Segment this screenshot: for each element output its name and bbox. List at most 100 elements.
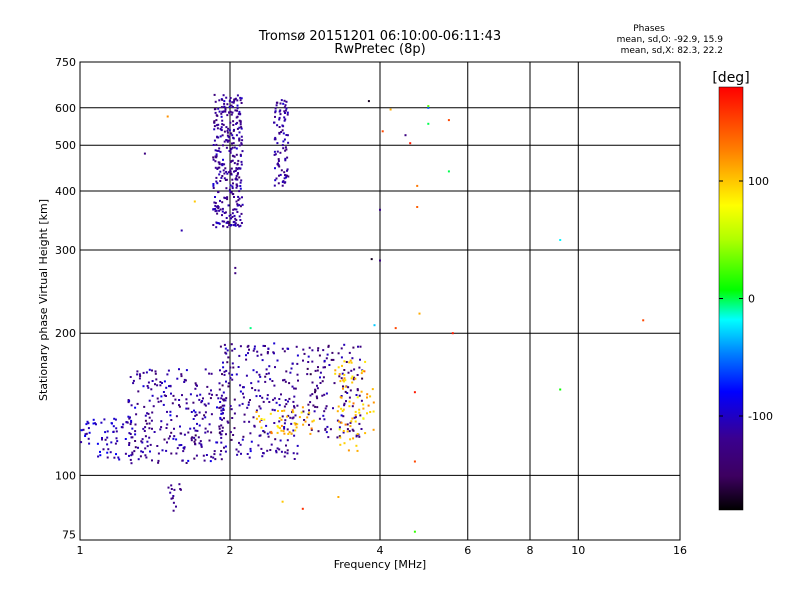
echo-point — [373, 324, 376, 327]
echo-point — [239, 153, 242, 156]
echo-point — [223, 417, 225, 420]
echo-point — [156, 384, 159, 387]
echo-point — [274, 110, 277, 113]
echo-point — [278, 116, 281, 119]
echo-point — [198, 442, 201, 445]
echo-point — [180, 375, 183, 378]
echo-point — [312, 419, 315, 422]
chart-title: Tromsø 20151201 06:10:00-06:11:43 — [258, 29, 501, 44]
echo-point — [260, 426, 263, 429]
echo-point — [178, 399, 181, 401]
echo-point — [154, 370, 157, 373]
echo-point — [258, 405, 261, 408]
echo-point — [146, 412, 149, 415]
echo-point — [270, 432, 273, 435]
echo-point — [217, 149, 220, 152]
echo-point — [342, 387, 344, 390]
echo-point — [221, 175, 224, 177]
echo-point — [235, 116, 238, 119]
echo-point — [223, 163, 226, 166]
echo-point — [316, 369, 319, 372]
echo-point — [308, 411, 311, 414]
echo-point — [283, 405, 286, 408]
echo-point — [238, 144, 241, 147]
echo-point — [127, 415, 130, 418]
echo-point — [243, 420, 246, 423]
echo-point — [256, 354, 259, 357]
echo-point — [293, 422, 296, 425]
echo-point — [270, 430, 273, 433]
echo-point — [134, 406, 137, 409]
echo-point — [150, 419, 153, 422]
echo-point — [351, 417, 354, 420]
echo-point — [355, 435, 358, 438]
echo-point — [196, 429, 199, 432]
echo-point — [249, 450, 252, 453]
echo-point — [282, 379, 284, 382]
echo-point — [170, 419, 173, 421]
echo-point — [222, 123, 225, 126]
echo-point — [339, 436, 342, 439]
echo-point — [215, 119, 218, 122]
echo-point — [215, 114, 218, 117]
echo-point — [99, 450, 101, 453]
echo-point — [278, 132, 281, 135]
echo-point — [218, 209, 221, 212]
echo-point — [231, 146, 234, 149]
echo-point — [192, 401, 195, 404]
echo-point — [238, 190, 241, 193]
echo-point — [220, 106, 223, 109]
echo-point — [159, 428, 162, 431]
echo-point — [192, 418, 195, 420]
echo-point — [311, 381, 314, 384]
echo-point — [279, 113, 282, 116]
echo-point — [338, 428, 341, 431]
echo-point — [281, 184, 284, 187]
x-tick-label: 1 — [77, 544, 84, 557]
echo-point — [261, 396, 264, 399]
echo-point — [250, 440, 253, 443]
echo-point — [234, 217, 237, 220]
echo-point — [104, 431, 107, 434]
echo-point — [416, 184, 419, 187]
echo-point — [232, 182, 234, 185]
echo-point — [265, 373, 268, 375]
echo-point — [102, 448, 105, 451]
echo-point — [236, 185, 239, 187]
echo-point — [194, 414, 197, 417]
echo-point — [218, 147, 221, 150]
echo-point — [348, 430, 351, 433]
echo-point — [231, 185, 234, 188]
echo-point — [233, 208, 236, 211]
echo-point — [304, 420, 307, 423]
echo-point — [149, 450, 151, 453]
echo-point — [175, 452, 178, 455]
echo-point — [95, 423, 97, 426]
echo-point — [193, 436, 196, 439]
echo-point — [326, 353, 329, 356]
echo-point — [87, 437, 90, 440]
echo-point — [101, 438, 103, 441]
echo-point — [285, 444, 287, 447]
echo-point — [316, 384, 318, 387]
echo-point — [84, 435, 87, 437]
echo-point — [223, 130, 226, 133]
x-tick-label: 8 — [527, 544, 534, 557]
echo-point — [175, 438, 178, 441]
echo-point — [235, 178, 238, 181]
echo-point — [223, 140, 226, 143]
echo-point — [341, 372, 344, 375]
echo-point — [134, 446, 137, 449]
echo-point — [216, 222, 219, 225]
echo-point — [342, 408, 345, 411]
echo-point — [193, 200, 196, 203]
echo-point — [281, 124, 284, 127]
echo-point — [172, 509, 175, 512]
echo-point — [231, 417, 234, 419]
echo-point — [273, 342, 276, 345]
echo-point — [139, 455, 142, 458]
echo-point — [223, 105, 226, 108]
echo-point — [229, 405, 232, 407]
echo-point — [80, 441, 83, 444]
